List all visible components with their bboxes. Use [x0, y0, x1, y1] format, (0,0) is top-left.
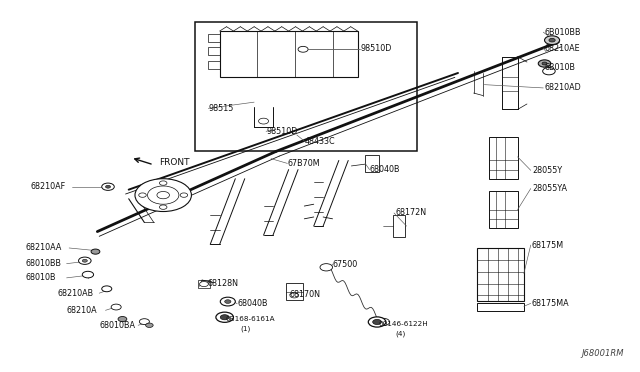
Circle shape — [216, 312, 234, 323]
Text: 98515: 98515 — [209, 104, 234, 113]
Text: 68040B: 68040B — [369, 165, 400, 174]
Bar — [285, 283, 303, 300]
Text: 68175MA: 68175MA — [532, 299, 570, 308]
Circle shape — [83, 259, 87, 262]
Text: 28055YA: 28055YA — [532, 184, 567, 193]
Circle shape — [148, 186, 179, 204]
Text: 68128N: 68128N — [208, 279, 239, 288]
Text: J68001RM: J68001RM — [582, 349, 624, 358]
Circle shape — [372, 320, 381, 324]
Circle shape — [200, 282, 209, 286]
Text: 0B168-6161A: 0B168-6161A — [226, 316, 276, 322]
Circle shape — [220, 297, 236, 306]
Circle shape — [549, 38, 555, 42]
Text: 68210AE: 68210AE — [545, 44, 580, 53]
Bar — [209, 33, 220, 42]
Bar — [393, 215, 405, 237]
Circle shape — [542, 62, 547, 65]
Circle shape — [111, 304, 121, 310]
Circle shape — [139, 193, 147, 197]
Text: 67B70M: 67B70M — [287, 159, 320, 168]
Text: 6B010B: 6B010B — [545, 62, 575, 72]
Bar — [490, 192, 518, 228]
Text: 68010B: 68010B — [25, 273, 56, 282]
Circle shape — [159, 205, 167, 209]
Text: 68210A: 68210A — [67, 306, 97, 315]
Bar — [490, 137, 518, 179]
Text: 68040B: 68040B — [237, 299, 268, 308]
Text: 00146-6122H: 00146-6122H — [379, 321, 429, 327]
Bar — [477, 248, 524, 301]
Circle shape — [538, 60, 551, 67]
Bar — [209, 61, 220, 69]
Text: 98510D: 98510D — [361, 44, 392, 53]
Circle shape — [118, 317, 127, 322]
Text: 48433C: 48433C — [305, 137, 335, 146]
Circle shape — [180, 193, 188, 197]
Circle shape — [83, 271, 93, 278]
Bar — [220, 31, 358, 77]
Circle shape — [298, 46, 308, 52]
Circle shape — [135, 179, 191, 212]
Circle shape — [543, 68, 556, 75]
Circle shape — [140, 319, 149, 324]
Circle shape — [545, 36, 559, 45]
Text: 68170N: 68170N — [289, 290, 320, 299]
Circle shape — [320, 264, 333, 271]
Bar — [209, 48, 220, 55]
Text: 98510D: 98510D — [266, 127, 298, 136]
Text: 6B010BB: 6B010BB — [545, 28, 581, 37]
Circle shape — [91, 249, 100, 254]
Text: FRONT: FRONT — [159, 158, 189, 167]
Text: 28055Y: 28055Y — [532, 166, 562, 175]
Text: 68172N: 68172N — [396, 208, 426, 218]
Text: 67500: 67500 — [333, 260, 358, 269]
Text: 68010BA: 68010BA — [99, 321, 135, 330]
Circle shape — [157, 192, 170, 199]
Circle shape — [259, 118, 269, 124]
Text: (1): (1) — [241, 326, 251, 332]
Text: 68175M: 68175M — [532, 241, 564, 250]
Text: 68210AB: 68210AB — [58, 289, 94, 298]
Circle shape — [377, 318, 390, 326]
Circle shape — [146, 323, 153, 327]
Circle shape — [159, 181, 167, 185]
Circle shape — [79, 257, 91, 264]
Circle shape — [106, 185, 111, 188]
Circle shape — [368, 317, 386, 327]
Circle shape — [225, 300, 231, 304]
Circle shape — [102, 286, 112, 292]
Text: (4): (4) — [396, 330, 406, 337]
Bar — [195, 22, 417, 151]
Circle shape — [220, 315, 229, 320]
Text: 68010BB: 68010BB — [25, 259, 61, 268]
Bar — [365, 155, 379, 172]
Text: 68210AD: 68210AD — [545, 83, 581, 92]
Circle shape — [102, 183, 115, 190]
Bar — [198, 280, 211, 288]
Text: 68210AA: 68210AA — [25, 244, 61, 253]
Bar — [477, 303, 524, 311]
Text: 68210AF: 68210AF — [30, 182, 65, 191]
Circle shape — [290, 293, 299, 298]
